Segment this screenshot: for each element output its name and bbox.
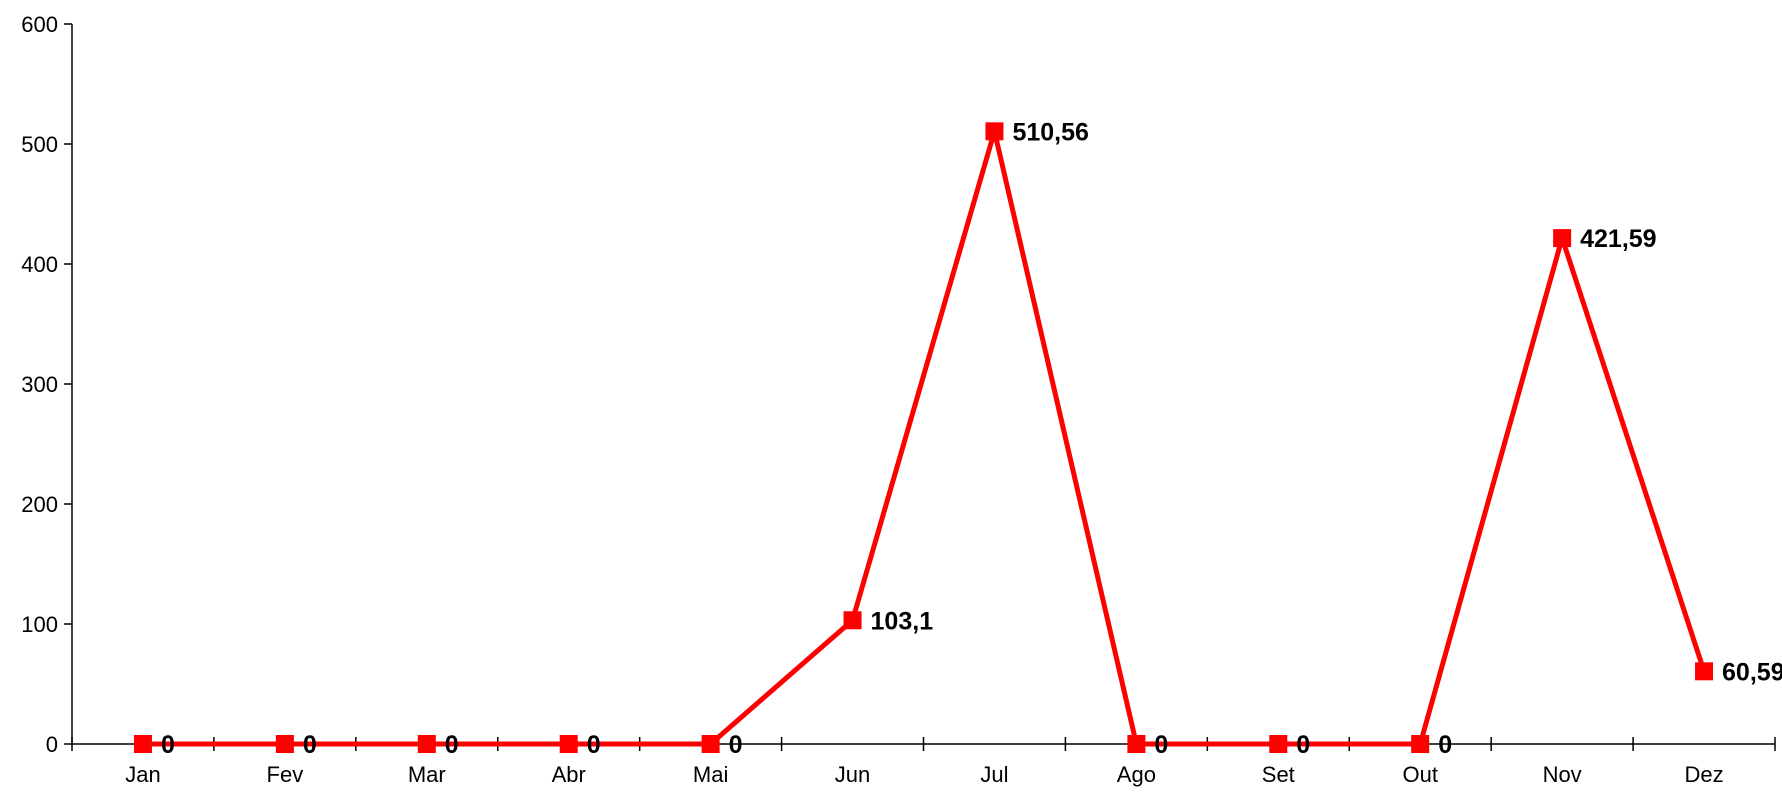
y-axis-ticks: 0 100 200 300 400 500 600 xyxy=(21,12,72,757)
data-label: 0 xyxy=(303,731,317,759)
data-label: 103,1 xyxy=(871,607,934,635)
data-label: 0 xyxy=(1438,731,1452,759)
x-tick-label: Mai xyxy=(693,762,728,787)
data-label: 0 xyxy=(1154,731,1168,759)
x-tick-label: Fev xyxy=(267,762,304,787)
data-point-marker xyxy=(1269,735,1288,753)
data-point-marker xyxy=(1411,735,1430,753)
data-point-marker xyxy=(1695,662,1714,681)
x-tick-label: Out xyxy=(1402,762,1437,787)
x-tick-label: Set xyxy=(1262,762,1295,787)
data-label: 510,56 xyxy=(1012,118,1088,146)
data-point-marker xyxy=(1553,229,1572,248)
data-point-marker xyxy=(133,735,152,753)
data-point-marker xyxy=(1127,735,1146,753)
data-label: 0 xyxy=(161,731,175,759)
data-point-marker xyxy=(559,735,578,753)
data-label: 0 xyxy=(729,731,743,759)
series-group: 0 0 0 0 0 103,1 510,56 0 0 0 421,59 60,59 xyxy=(133,118,1782,759)
data-point-marker xyxy=(985,122,1004,141)
y-tick-label: 300 xyxy=(21,372,58,397)
data-label: 60,59 xyxy=(1722,658,1782,686)
x-tick-label: Ago xyxy=(1117,762,1156,787)
data-point-marker xyxy=(417,735,436,753)
y-tick-label: 400 xyxy=(21,252,58,277)
y-tick-label: 100 xyxy=(21,612,58,637)
series-line xyxy=(142,121,1707,747)
x-tick-label: Abr xyxy=(552,762,586,787)
data-point-marker xyxy=(701,735,720,753)
data-label: 0 xyxy=(445,731,459,759)
x-tick-label: Mar xyxy=(408,762,446,787)
data-point-marker xyxy=(843,611,862,630)
y-tick-label: 0 xyxy=(46,732,58,757)
data-point-marker xyxy=(275,735,294,753)
x-tick-label: Dez xyxy=(1684,762,1723,787)
x-axis-ticks: Jan Fev Mar Abr Mai Jun Jul Ago Set Out Nov Dez xyxy=(71,737,1776,787)
x-tick-label: Nov xyxy=(1543,762,1582,787)
y-tick-label: 600 xyxy=(21,12,58,37)
x-tick-label: Jan xyxy=(125,762,160,787)
x-tick-label: Jul xyxy=(980,762,1008,787)
data-label: 0 xyxy=(587,731,601,759)
data-label: 0 xyxy=(1296,731,1310,759)
x-tick-label: Jun xyxy=(835,762,870,787)
y-tick-label: 200 xyxy=(21,492,58,517)
y-tick-label: 500 xyxy=(21,132,58,157)
data-label: 421,59 xyxy=(1580,225,1656,253)
